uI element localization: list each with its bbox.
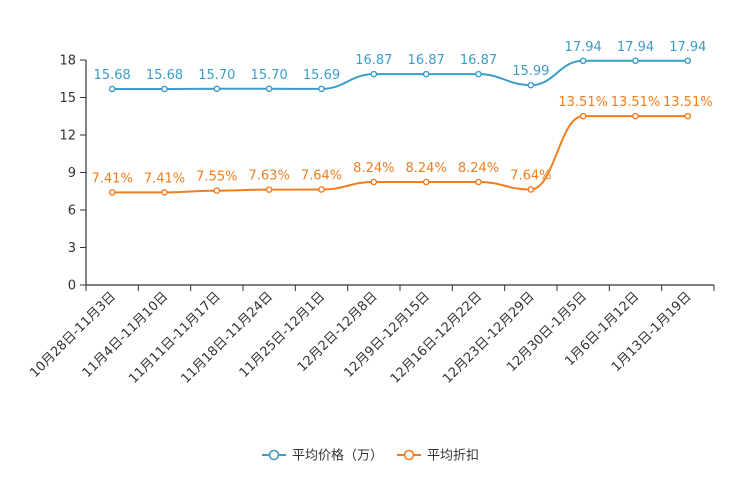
data-label: 15.70	[251, 68, 288, 83]
data-label: 17.94	[565, 40, 602, 55]
data-point[interactable]	[527, 81, 535, 89]
data-point[interactable]	[213, 85, 221, 93]
legend-item-0[interactable]: 平均价格（万）	[262, 448, 383, 464]
data-label: 16.87	[355, 53, 392, 68]
y-tick-label: 6	[68, 204, 76, 219]
data-point[interactable]	[318, 186, 325, 193]
data-label: 17.94	[669, 40, 706, 55]
data-label: 13.51%	[663, 95, 713, 110]
legend-label: 平均折扣	[427, 449, 479, 464]
x-tick-label: 12月16日-12月22日	[388, 289, 485, 386]
x-tick-label: 12月23日-12月29日	[440, 289, 537, 386]
data-label: 7.63%	[249, 169, 290, 184]
data-point[interactable]	[579, 112, 587, 120]
legend-label: 平均价格（万）	[292, 448, 383, 464]
data-label: 7.64%	[301, 169, 342, 184]
data-point[interactable]	[370, 178, 378, 186]
data-label: 8.24%	[406, 161, 447, 176]
data-label: 13.51%	[558, 95, 608, 110]
data-label: 15.99	[512, 64, 549, 79]
y-tick-label: 12	[59, 129, 76, 144]
data-point[interactable]	[422, 178, 430, 186]
data-point[interactable]	[161, 85, 168, 93]
data-point[interactable]	[475, 178, 482, 186]
series-0: 15.68 15.68 15.70 15.70 15.69 16.87 16.87 16.87…	[94, 40, 706, 93]
data-label: 15.68	[94, 68, 131, 83]
data-label: 7.41%	[144, 171, 185, 186]
data-point[interactable]	[684, 57, 692, 65]
legend-item-1[interactable]: 平均折扣	[397, 449, 479, 464]
data-label: 7.55%	[196, 170, 237, 185]
y-axis: 0 3 6 9 12 15 18	[59, 54, 87, 294]
data-point[interactable]	[422, 70, 430, 78]
data-label: 7.64%	[510, 169, 551, 184]
x-tick-label: 10月28日-11月3日	[27, 289, 119, 381]
data-point[interactable]	[213, 187, 221, 194]
data-point[interactable]	[370, 70, 378, 78]
data-point[interactable]	[108, 85, 116, 93]
series-line	[112, 59, 688, 90]
data-label: 8.24%	[353, 161, 394, 176]
y-tick-label: 15	[59, 91, 76, 106]
series-group: 15.68 15.68 15.70 15.70 15.69 16.87 16.87 16.87…	[92, 40, 713, 196]
y-tick-label: 3	[68, 241, 76, 256]
y-tick-label: 0	[68, 279, 76, 294]
data-point[interactable]	[108, 189, 116, 196]
data-label: 15.70	[198, 68, 235, 83]
data-label: 16.87	[460, 53, 497, 68]
y-tick-label: 18	[59, 54, 76, 69]
x-tick-label: 11月11日-11月17日	[126, 289, 223, 386]
data-point[interactable]	[632, 112, 639, 120]
data-label: 17.94	[617, 40, 654, 55]
data-label: 7.41%	[92, 171, 133, 186]
legend-marker-icon	[268, 449, 280, 461]
data-point[interactable]	[161, 189, 168, 196]
data-point[interactable]	[318, 85, 325, 93]
series-1: 7.41% 7.41% 7.55% 7.63% 7.64% 8.24% 8.24% 8.24%…	[92, 95, 713, 196]
data-point[interactable]	[527, 186, 535, 193]
x-axis: 10月28日-11月3日11月4日-11月10日11月11日-11月17日11月…	[27, 284, 715, 387]
data-point[interactable]	[265, 85, 273, 93]
y-tick-label: 9	[68, 166, 76, 181]
legend[interactable]: 平均价格（万） 平均折扣	[262, 448, 479, 464]
data-label: 8.24%	[458, 161, 499, 176]
data-label: 15.69	[303, 68, 340, 83]
data-label: 16.87	[408, 53, 445, 68]
x-tick-label: 11月18日-11月24日	[179, 289, 276, 386]
data-point[interactable]	[632, 57, 639, 65]
data-point[interactable]	[579, 57, 587, 65]
data-point[interactable]	[265, 186, 273, 193]
data-point[interactable]	[475, 70, 482, 78]
data-point[interactable]	[684, 112, 692, 120]
data-label: 15.68	[146, 68, 183, 83]
legend-marker-icon	[403, 449, 415, 461]
data-label: 13.51%	[611, 95, 661, 110]
